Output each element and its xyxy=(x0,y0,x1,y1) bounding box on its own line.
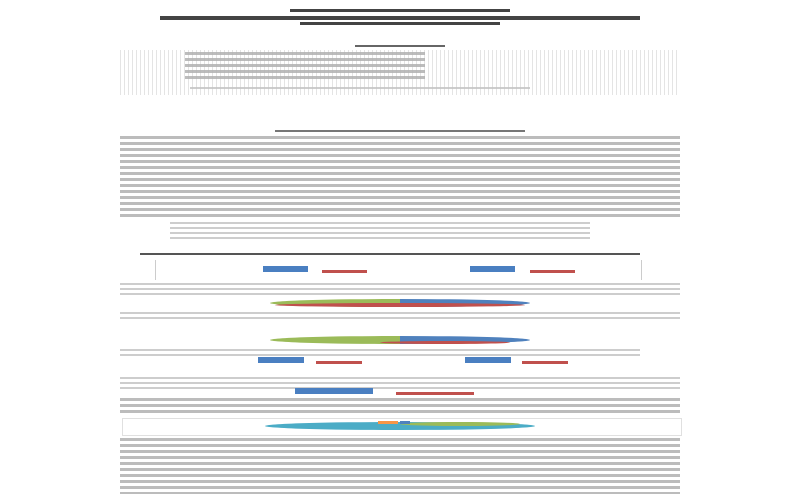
chart-6-pie xyxy=(265,422,535,430)
chart-4-bar-red-1 xyxy=(316,361,362,364)
paragraph-4 xyxy=(120,349,640,357)
chart-1-heading xyxy=(140,253,640,255)
chart-6-slice-green xyxy=(400,422,520,426)
chart-3-pie xyxy=(270,336,530,344)
chart-1-bar-blue-2 xyxy=(470,266,515,272)
document-title-line-2 xyxy=(160,16,640,20)
document-title-line-3 xyxy=(300,22,500,25)
paragraph-2 xyxy=(120,283,680,295)
chart-4-bar-blue-1 xyxy=(258,357,304,363)
body-paragraph xyxy=(120,136,680,218)
paragraph-7 xyxy=(120,438,680,494)
chart-6-frame xyxy=(122,418,682,436)
chart-5-bar-red xyxy=(396,392,474,395)
chart-4-bar-red-2 xyxy=(522,361,568,364)
section-heading xyxy=(275,130,525,132)
table-caption xyxy=(355,45,445,47)
paragraph-6 xyxy=(120,398,680,414)
chart-5-bar-blue xyxy=(295,388,373,394)
chart-1-bar-red-2 xyxy=(530,270,575,273)
chart-4-bar-blue-2 xyxy=(465,357,511,363)
paragraph-5 xyxy=(120,377,680,389)
chart-3-pie-red-slice xyxy=(380,341,510,344)
chart-1-bar-red-1 xyxy=(322,270,367,273)
chart-2-pie-red-slice xyxy=(275,303,525,307)
paragraph-3 xyxy=(120,312,680,320)
table-footer-row xyxy=(190,87,530,92)
document-title-line-1 xyxy=(290,9,510,12)
chart-6-slice-orange xyxy=(378,421,398,424)
table-content xyxy=(185,52,425,80)
chart-1-bar-blue-1 xyxy=(263,266,308,272)
chart-6-slice-blue xyxy=(400,421,410,424)
chart-1 xyxy=(155,260,642,280)
body-paragraph-end xyxy=(170,222,590,242)
